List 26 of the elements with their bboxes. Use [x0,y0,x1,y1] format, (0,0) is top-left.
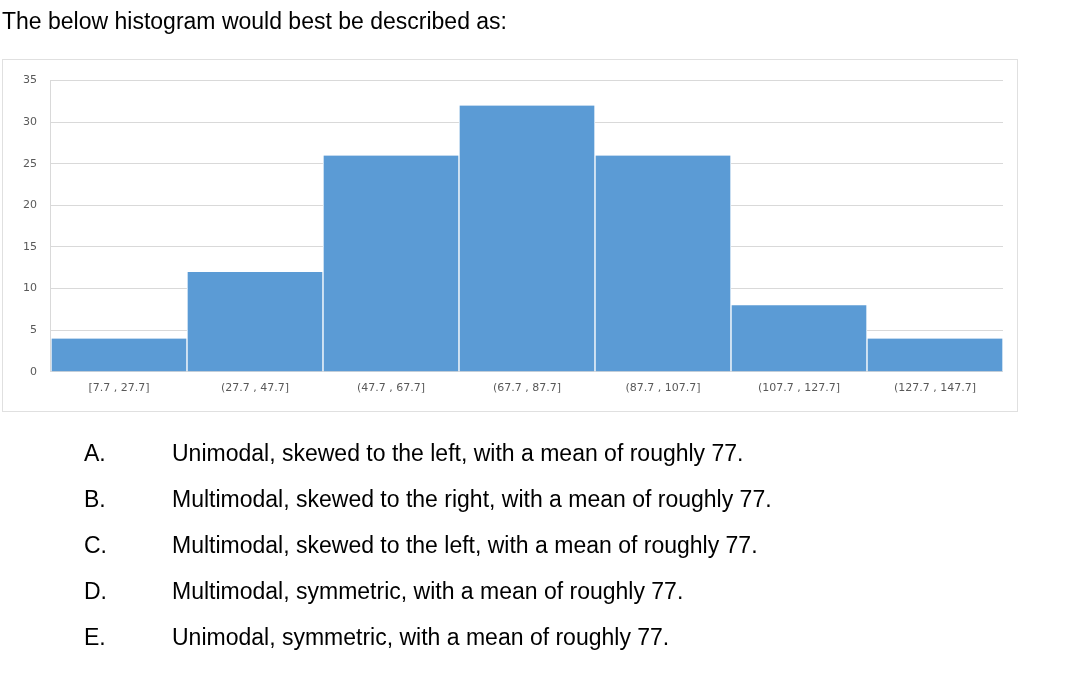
x-tick-label: [7.7 , 27.7] [88,381,150,395]
x-tick-label: (127.7 , 147.7] [893,381,977,395]
y-tick-label: 15 [23,239,37,253]
x-tick-label: (87.7 , 107.7] [625,381,701,395]
text: E. [84,624,107,652]
x-tick-label: (27.7 , 47.7] [220,381,290,395]
x-tick-label: (107.7 , 127.7] [757,381,841,395]
y-tick-label: 30 [23,115,37,129]
y-tick-label: 20 [23,198,37,212]
text: Multimodal, skewed to the right, with a mean of roughly 77. [172,486,772,514]
y-tick-label: 35 [23,73,37,87]
x-tick-label: (47.7 , 67.7] [356,381,426,395]
x-tick-label: (67.7 , 87.7] [492,381,562,395]
text: Multimodal, skewed to the left, with a mean of roughly 77. [172,532,758,560]
text: Multimodal, symmetric, with a mean of roughly 77. [172,578,684,606]
text: A. [84,440,107,468]
y-tick-label: 0 [30,364,37,378]
text: Unimodal, skewed to the left, with a mean of roughly 77. [172,440,744,468]
y-tick-label: 5 [30,323,37,337]
text: B. [84,486,107,514]
text: D. [84,578,108,606]
y-tick-label: 10 [23,281,37,295]
text: C. [84,532,108,560]
chart-title: The below histogram would best be described as: [2,8,508,35]
text: Unimodal, symmetric, with a mean of roughly 77. [172,624,670,652]
y-tick-label: 25 [23,156,37,170]
